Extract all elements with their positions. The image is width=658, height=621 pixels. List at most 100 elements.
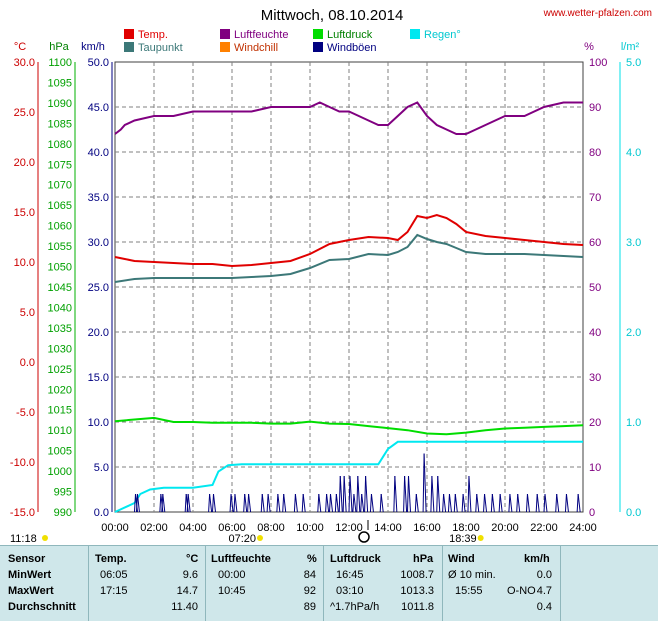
x-tick-label: 08:00 (257, 522, 285, 534)
pressure-tick-label: 1035 (48, 323, 72, 335)
gust-spike (544, 493, 548, 513)
min-humidity-time: 00:00 (218, 569, 246, 581)
sun-icon (42, 535, 48, 541)
x-tick-label: 18:00 (452, 522, 480, 534)
gust-spike (443, 493, 447, 513)
humidity-tick-label: 50 (589, 282, 601, 294)
avg-humidity-value: 89 (303, 601, 316, 613)
gust-spike (361, 493, 365, 513)
row-max-label: MaxWert (8, 585, 54, 597)
max-wind-time: 15:55 (455, 585, 483, 597)
gust-spike (509, 493, 513, 513)
pressure-tick-label: 1000 (48, 466, 72, 478)
pressure-tick-label: 995 (54, 487, 72, 499)
gust-spike (187, 493, 191, 513)
gust-spike (394, 475, 398, 513)
max-wind-value: 4.7 (536, 585, 552, 597)
pressure-tick-label: 1020 (48, 384, 72, 396)
wind-tick-label: 0.0 (94, 507, 109, 519)
gust-spike (267, 493, 271, 513)
gust-spike (339, 475, 343, 513)
gust-spike (415, 493, 419, 513)
header-pressure-unit: hPa (413, 553, 434, 565)
x-tick-label: 16:00 (413, 522, 441, 534)
sun-markers: 07:20 18:39 11:18 (10, 520, 484, 545)
humidity-tick-label: 0 (589, 507, 595, 519)
temp-tick-label: -10.0 (10, 457, 35, 469)
temp-tick-label: 20.0 (14, 157, 35, 169)
gust-spike (234, 493, 238, 513)
gust-spike (330, 493, 333, 513)
gust-spike (404, 475, 408, 513)
legend-label: Luftdruck (327, 29, 373, 41)
max-temp-value: 14.7 (176, 585, 198, 597)
wind-tick-label: 10.0 (88, 417, 109, 429)
pressure-tick-label: 1065 (48, 200, 72, 212)
gust-spike (556, 493, 560, 513)
rain-tick-label: 1.0 (626, 417, 641, 429)
rain-tick-label: 3.0 (626, 237, 641, 249)
legend-swatch (410, 29, 420, 39)
wind-tick-label: 25.0 (88, 282, 109, 294)
header-humidity-unit: % (307, 553, 317, 565)
temp-tick-label: 30.0 (14, 57, 35, 69)
chart-title: Mittwoch, 08.10.2014 (261, 7, 404, 24)
pressure-tick-label: 1085 (48, 118, 72, 130)
gust-spike (162, 493, 166, 513)
pressure-trend: ^1.7hPa/h (330, 601, 380, 613)
x-tick-label: 02:00 (140, 522, 168, 534)
table-divider (442, 546, 443, 621)
pressure-tick-label: 1040 (48, 302, 72, 314)
wind-tick-label: 15.0 (88, 372, 109, 384)
x-tick-label: 12:00 (335, 522, 363, 534)
legend-swatch (124, 42, 134, 52)
gust-spike (318, 493, 322, 513)
wind-unit-label: km/h (81, 41, 105, 53)
wind-tick-label: 35.0 (88, 192, 109, 204)
max-humidity-value: 92 (303, 585, 316, 597)
gust-spike (343, 475, 347, 513)
humidity-tick-label: 100 (589, 57, 607, 69)
header-temp-unit: °C (186, 553, 199, 565)
x-tick-label: 20:00 (491, 522, 519, 534)
gust-spike (577, 493, 581, 513)
wind-tick-label: 45.0 (88, 102, 109, 114)
legend-label: Windböen (327, 42, 377, 54)
gust-spike (357, 475, 361, 513)
row-min-label: MinWert (8, 569, 52, 581)
gust-spike (431, 475, 435, 513)
wind-tick-label: 40.0 (88, 147, 109, 159)
sunset-time: 18:39 (449, 533, 477, 545)
pressure-tick-label: 1045 (48, 282, 72, 294)
legend-label: Temp. (138, 29, 168, 41)
pressure-tick-label: 1090 (48, 98, 72, 110)
rain-tick-label: 0.0 (626, 507, 641, 519)
wind-tick-label: 50.0 (88, 57, 109, 69)
table-divider (323, 546, 324, 621)
pressure-tick-label: 1050 (48, 262, 72, 274)
series-line-luftdruck (114, 416, 584, 436)
humidity-tick-label: 60 (589, 237, 601, 249)
humidity-tick-label: 20 (589, 417, 601, 429)
header-wind-unit: km/h (524, 553, 550, 565)
temp-unit-label: °C (14, 41, 26, 53)
table-divider (88, 546, 89, 621)
x-tick-label: 10:00 (296, 522, 324, 534)
humidity-tick-label: 40 (589, 327, 601, 339)
gust-spike (283, 493, 287, 513)
table-divider (560, 546, 561, 621)
temp-tick-label: 5.0 (20, 307, 35, 319)
gust-spike (517, 493, 521, 513)
gust-spike (349, 475, 353, 513)
max-pressure-value: 1013.3 (400, 585, 434, 597)
gust-spike (136, 493, 140, 513)
x-tick-label: 22:00 (530, 522, 558, 534)
gust-spike (526, 493, 530, 513)
avg-pressure-value: 1011.8 (401, 601, 434, 613)
pressure-tick-label: 990 (54, 507, 72, 519)
gust-spike (213, 493, 216, 513)
x-tick-label: 06:00 (218, 522, 246, 534)
sun-icon (257, 535, 263, 541)
x-tick-label: 00:00 (101, 522, 129, 534)
legend-swatch (220, 29, 230, 39)
